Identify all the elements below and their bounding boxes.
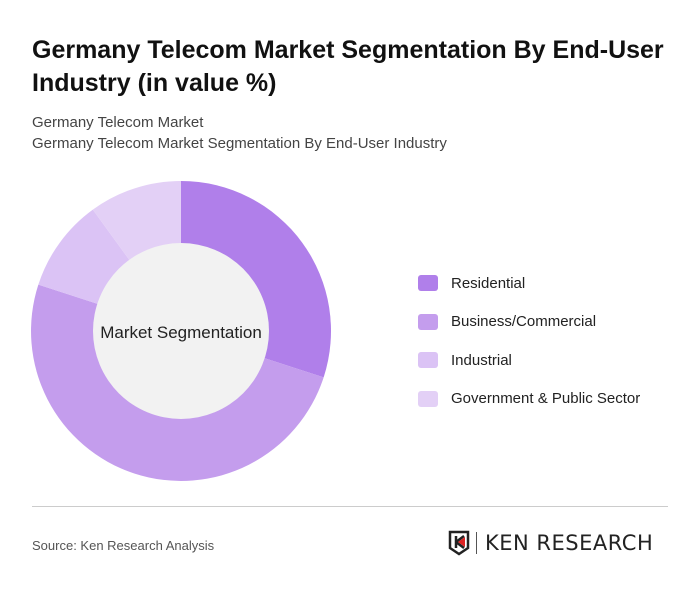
ken-logo-icon: [448, 530, 470, 556]
legend-item: Business/Commercial: [418, 303, 640, 342]
legend-label: Residential: [451, 274, 526, 292]
donut-hole: [93, 243, 269, 419]
logo-text: KEN RESEARCH: [485, 531, 654, 555]
legend-label: Industrial: [451, 351, 512, 369]
ken-research-logo: KEN RESEARCH: [448, 530, 653, 556]
legend-swatch: [418, 313, 438, 330]
subtitle-market: Germany Telecom Market: [32, 114, 204, 131]
legend-item: Residential: [418, 264, 640, 303]
divider: [32, 506, 668, 507]
legend-swatch: [418, 390, 438, 407]
subtitle-segmentation: Germany Telecom Market Segmentation By E…: [32, 135, 447, 152]
legend-swatch: [418, 352, 438, 369]
legend: Residential Business/Commercial Industrial…: [418, 264, 640, 418]
legend-item: Industrial: [418, 341, 640, 380]
source-note: Source: Ken Research Analysis: [32, 538, 215, 553]
legend-swatch: [418, 275, 438, 292]
legend-label: Government & Public Sector: [451, 390, 641, 408]
legend-label: Business/Commercial: [451, 313, 597, 331]
chart-title: Germany Telecom Market Segmentation By E…: [32, 36, 664, 97]
legend-item: Government & Public Sector: [418, 380, 640, 419]
center-label: Market Segmentation: [100, 323, 262, 342]
